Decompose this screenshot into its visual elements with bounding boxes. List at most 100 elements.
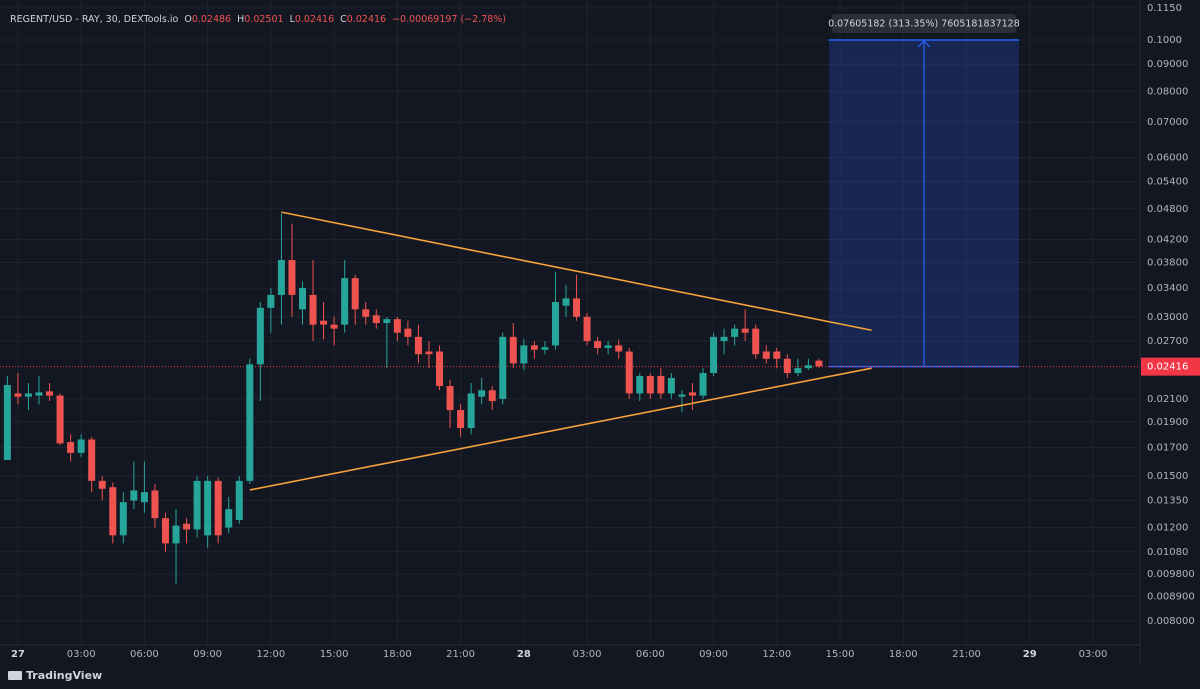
plot-area: 0.07605182 (313.35%) 7605181837128 — [0, 13, 1140, 584]
candle-body — [288, 260, 296, 295]
grid — [0, 0, 1140, 645]
candle-body — [161, 518, 169, 544]
y-tick-label: 0.07000 — [1147, 117, 1188, 128]
candle-body — [488, 390, 496, 402]
x-tick-label: 03:00 — [1079, 649, 1108, 660]
y-tick-label: 0.06000 — [1147, 152, 1188, 163]
candle-body — [573, 298, 581, 317]
candle-body — [604, 345, 612, 348]
candle-body — [657, 375, 665, 394]
candle-body — [362, 309, 370, 317]
candle-body — [235, 480, 243, 520]
target-label-bg — [831, 13, 1017, 33]
candle-body — [214, 480, 222, 536]
candle-body — [594, 341, 602, 348]
x-tick-label: 29 — [1023, 649, 1037, 660]
y-tick-label: 0.04200 — [1147, 234, 1188, 245]
x-tick-label: 15:00 — [320, 649, 349, 660]
candle-body — [815, 360, 823, 367]
y-tick-label: 0.03800 — [1147, 257, 1188, 268]
candle-body — [457, 410, 465, 429]
candle-body — [383, 319, 391, 324]
candle-body — [731, 328, 739, 337]
y-tick-label: 0.02700 — [1147, 336, 1188, 347]
candle-body — [351, 278, 359, 310]
candle-body — [699, 372, 707, 396]
candle-body — [341, 278, 349, 325]
x-tick-label: 15:00 — [826, 649, 855, 660]
header-field-key: L — [290, 14, 296, 25]
header-field-value: 0.02486 — [192, 14, 231, 25]
header-field-value: 0.02416 — [347, 14, 386, 25]
y-tick-label: 0.09000 — [1147, 59, 1188, 70]
candle-body — [667, 377, 675, 394]
candle-body — [67, 442, 75, 453]
candle-body — [625, 351, 633, 394]
x-tick-label: 12:00 — [256, 649, 285, 660]
header-field-value: 0.02416 — [295, 14, 334, 25]
brand-logo: TradingView — [8, 669, 102, 682]
candle-body — [98, 480, 106, 489]
candle-body — [804, 365, 812, 369]
candle-body — [393, 319, 401, 333]
candle-body — [688, 392, 696, 396]
y-tick-label: 0.04800 — [1147, 204, 1188, 215]
y-tick-label: 0.08000 — [1147, 86, 1188, 97]
candle-body — [119, 502, 127, 536]
candle-body — [509, 336, 517, 364]
candle-body — [562, 298, 570, 306]
candle-body — [636, 375, 644, 394]
y-tick-label: 0.03400 — [1147, 283, 1188, 294]
candle-body — [309, 294, 317, 325]
candle-body — [46, 391, 54, 396]
y-tick-label: 0.05400 — [1147, 177, 1188, 188]
candle-body — [720, 336, 728, 342]
candle-body — [615, 345, 623, 352]
x-tick-label: 18:00 — [383, 649, 412, 660]
x-tick-label: 21:00 — [446, 649, 475, 660]
x-tick-label: 09:00 — [699, 649, 728, 660]
candle-body — [583, 316, 591, 342]
candle-body — [467, 393, 475, 429]
header: REGENT/USD - RAY, 30, DEXTools.io O0.0248… — [10, 14, 506, 25]
candle-body — [530, 345, 538, 350]
x-tick-label: 06:00 — [636, 649, 665, 660]
candle-body — [88, 439, 96, 481]
candle-body — [151, 490, 159, 519]
x-tick-label: 03:00 — [573, 649, 602, 660]
axes: 0.1150 0.1000 0.09000 0.08000 0.07000 0.06000… — [11, 3, 1200, 660]
candle-body — [478, 390, 486, 397]
logo-icon — [8, 671, 22, 680]
y-tick-label: 0.01200 — [1147, 523, 1188, 534]
y-tick-label: 0.1000 — [1147, 35, 1182, 46]
candle-body — [372, 315, 380, 324]
candle-body — [3, 385, 11, 460]
y-tick-label: 0.01700 — [1147, 442, 1188, 453]
target-label: 0.07605182 (313.35%) 7605181837128 — [828, 18, 1020, 29]
x-tick-label: 28 — [517, 649, 531, 660]
x-tick-label: 06:00 — [130, 649, 159, 660]
y-tick-label: 0.01900 — [1147, 417, 1188, 428]
y-tick-label: 0.03000 — [1147, 312, 1188, 323]
candle-body — [678, 394, 686, 397]
x-tick-label: 03:00 — [67, 649, 96, 660]
candle-body — [752, 328, 760, 355]
candle-body — [499, 336, 507, 399]
header-symbol: REGENT/USD - RAY, 30, DEXTools.io — [10, 14, 179, 25]
candle-body — [77, 439, 85, 453]
candle-body — [225, 509, 233, 528]
candle-body — [436, 351, 444, 387]
candle-body — [320, 320, 328, 325]
candle-body — [35, 392, 43, 396]
candle-body — [446, 386, 454, 411]
candle-body — [404, 328, 412, 337]
header-field-key: H — [237, 14, 244, 25]
candle-body — [414, 336, 422, 355]
x-tick-label: 21:00 — [952, 649, 981, 660]
candle-body — [520, 345, 528, 364]
x-tick-label: 27 — [11, 649, 25, 660]
y-tick-label: 0.01350 — [1147, 495, 1188, 506]
candle-body — [109, 487, 117, 536]
candle-body — [710, 336, 718, 373]
